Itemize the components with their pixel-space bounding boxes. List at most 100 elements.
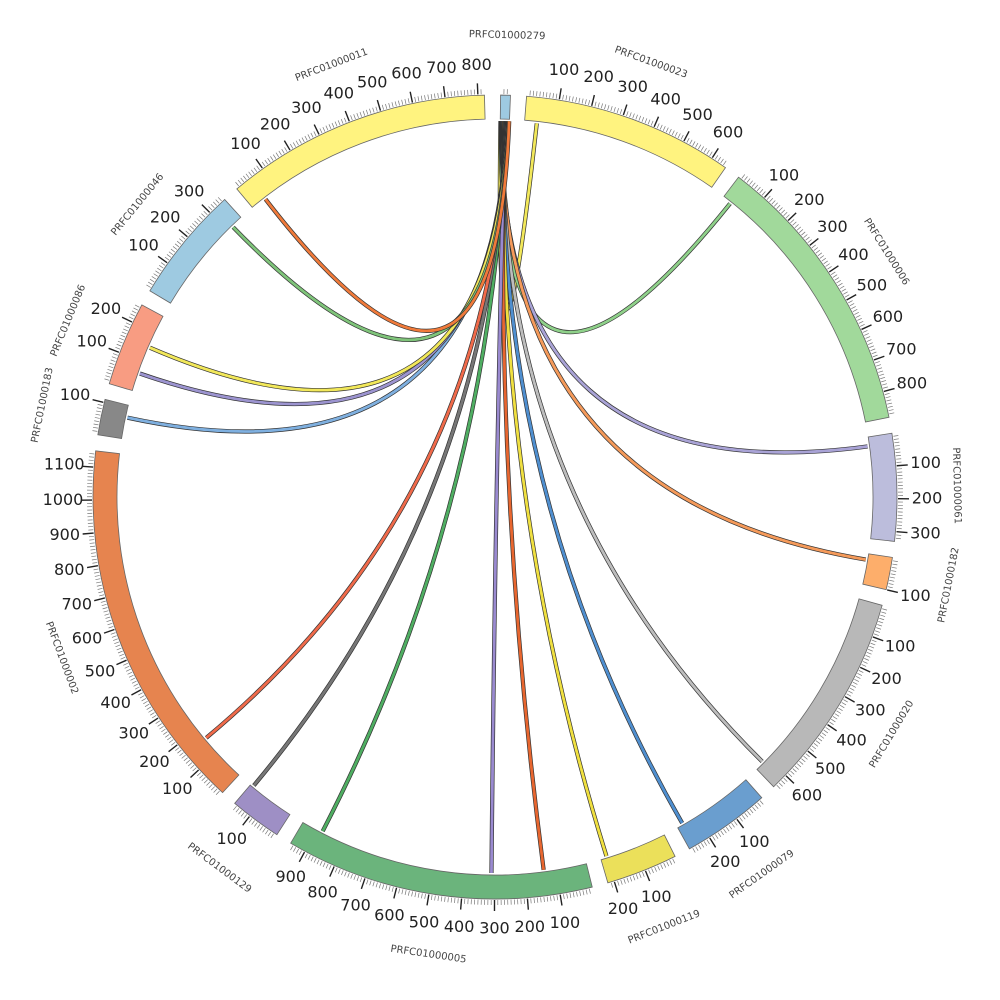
tick-label: 300 <box>910 524 941 543</box>
minor-tick <box>248 818 253 823</box>
minor-tick <box>689 139 693 145</box>
minor-tick <box>692 847 696 853</box>
minor-tick <box>892 560 898 562</box>
minor-tick <box>769 197 774 203</box>
minor-tick <box>160 262 166 266</box>
minor-tick <box>100 600 106 603</box>
major-tick <box>255 158 263 169</box>
minor-tick <box>841 288 847 292</box>
minor-tick <box>237 179 242 185</box>
minor-tick <box>98 591 104 594</box>
tick-label: 200 <box>871 669 902 688</box>
minor-tick <box>92 426 98 429</box>
minor-tick <box>741 815 746 820</box>
minor-tick <box>546 896 549 902</box>
minor-tick <box>781 780 786 785</box>
minor-tick <box>668 128 672 134</box>
major-tick <box>393 887 398 899</box>
minor-tick <box>94 571 100 574</box>
minor-tick <box>313 131 317 137</box>
minor-tick <box>796 226 802 231</box>
major-tick <box>344 110 350 122</box>
minor-tick <box>94 575 100 577</box>
minor-tick <box>341 870 344 876</box>
minor-tick <box>613 107 616 113</box>
minor-tick <box>756 186 761 192</box>
minor-tick <box>194 220 199 225</box>
segment <box>92 450 240 794</box>
minor-tick <box>267 158 271 163</box>
major-tick <box>313 124 320 135</box>
minor-tick <box>109 362 115 365</box>
minor-tick <box>849 687 855 691</box>
major-tick <box>108 347 120 353</box>
tick-label: 600 <box>374 905 405 924</box>
major-tick <box>896 530 908 534</box>
minor-tick <box>401 99 404 105</box>
link-outline <box>500 121 685 825</box>
minor-tick <box>404 98 407 105</box>
major-tick <box>559 894 563 906</box>
minor-tick <box>434 93 436 99</box>
minor-tick <box>295 140 299 146</box>
minor-tick <box>123 328 128 332</box>
tick-label: 900 <box>276 867 307 886</box>
tick-label: 300 <box>817 217 848 236</box>
minor-tick <box>817 252 823 257</box>
minor-tick <box>778 207 783 212</box>
tick-label: 300 <box>855 701 886 720</box>
minor-tick <box>139 695 145 699</box>
minor-tick <box>353 874 356 880</box>
minor-tick <box>215 199 220 204</box>
minor-tick <box>203 779 208 784</box>
minor-tick <box>717 156 721 162</box>
tick-label: 700 <box>426 58 457 77</box>
minor-tick <box>133 683 139 687</box>
minor-tick <box>153 273 158 277</box>
major-tick <box>376 99 382 111</box>
minor-tick <box>805 753 810 758</box>
minor-tick <box>185 230 190 235</box>
major-tick <box>82 532 94 535</box>
minor-tick <box>117 650 123 654</box>
minor-tick <box>115 347 121 350</box>
minor-tick <box>90 552 96 554</box>
minor-tick <box>440 896 443 902</box>
minor-tick <box>124 665 130 669</box>
minor-tick <box>388 103 391 109</box>
minor-tick <box>666 861 670 867</box>
segment <box>149 198 242 304</box>
minor-tick <box>849 303 855 307</box>
major-tick <box>859 666 871 673</box>
minor-tick <box>895 537 901 540</box>
minor-tick <box>179 238 184 243</box>
major-tick <box>426 894 430 906</box>
minor-tick <box>116 647 122 651</box>
minor-tick <box>164 256 170 261</box>
minor-tick <box>588 888 591 894</box>
minor-tick <box>642 871 645 877</box>
minor-tick <box>836 710 842 714</box>
minor-tick <box>882 386 888 389</box>
segment <box>499 94 511 120</box>
major-tick <box>613 881 619 893</box>
minor-tick <box>757 802 762 807</box>
minor-tick <box>659 124 663 130</box>
minor-tick <box>739 817 743 822</box>
minor-tick <box>407 98 410 104</box>
minor-tick <box>545 92 548 98</box>
minor-tick <box>289 143 294 149</box>
minor-tick <box>235 181 239 187</box>
minor-tick <box>568 95 571 101</box>
minor-tick <box>233 805 237 811</box>
minor-tick <box>141 698 147 702</box>
major-tick <box>873 355 885 361</box>
link-outline <box>501 121 609 857</box>
minor-tick <box>543 896 545 903</box>
minor-tick <box>632 875 636 881</box>
minor-tick <box>340 118 344 124</box>
minor-tick <box>176 240 182 245</box>
major-tick <box>828 265 839 273</box>
tick-label: 700 <box>62 595 93 614</box>
major-tick <box>886 589 899 594</box>
